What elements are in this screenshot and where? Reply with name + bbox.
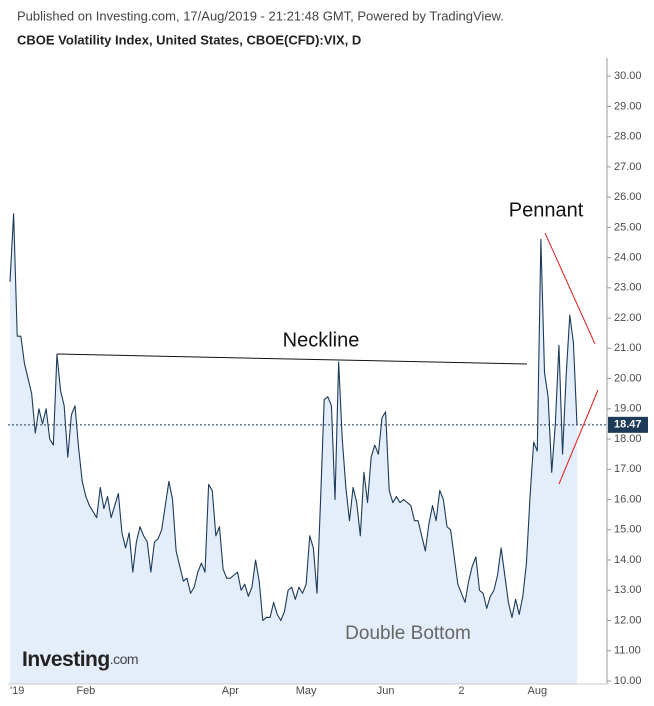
x-tick-label: 2	[458, 685, 464, 697]
y-tick-label: 10.00	[614, 675, 642, 687]
series-line	[9, 213, 578, 622]
y-tick-label: 28.00	[614, 131, 642, 143]
plot-area	[9, 213, 578, 685]
y-tick-label: 19.00	[614, 403, 642, 415]
x-tick-label: May	[296, 685, 317, 697]
annotation-pennant: Pennant	[509, 199, 584, 221]
pennant-lower-line	[558, 389, 599, 485]
x-tick-label: Aug	[527, 685, 547, 697]
y-tick-label: 13.00	[614, 584, 642, 596]
y-tick-label: 12.00	[614, 614, 642, 626]
neckline-drawing	[56, 353, 528, 365]
y-tick-label: 21.00	[614, 342, 642, 354]
y-tick-label: 16.00	[614, 493, 642, 505]
y-tick-label: 27.00	[614, 161, 642, 173]
y-tick-label: 14.00	[614, 554, 642, 566]
y-tick-label: 17.00	[614, 463, 642, 475]
x-tick-label: Jun	[377, 685, 395, 697]
y-tick-label: 23.00	[614, 282, 642, 294]
annotation-double-bottom: Double Bottom	[345, 623, 471, 644]
y-tick-label: 20.00	[614, 372, 642, 384]
y-tick-label: 26.00	[614, 191, 642, 203]
y-tick-label: 11.00	[614, 645, 641, 657]
logo: Investing.com	[22, 648, 138, 671]
y-tick-label: 25.00	[614, 221, 642, 233]
y-tick-label: 30.00	[614, 70, 642, 82]
x-tick-label: '19	[10, 685, 24, 697]
y-tick-label: 15.00	[614, 524, 642, 536]
logo-name: Investing	[22, 648, 110, 671]
x-tick-label: Feb	[76, 685, 95, 697]
y-tick-label: 24.00	[614, 252, 642, 264]
annotation-neckline: Neckline	[283, 329, 360, 351]
last-value-box	[608, 416, 648, 433]
y-tick-label: 18.00	[614, 433, 642, 445]
y-tick-label: 22.00	[614, 312, 642, 324]
x-tick-label: Apr	[222, 685, 239, 697]
source-note: Published on Investing.com, 17/Aug/2019 …	[17, 8, 504, 23]
pennant-upper-line	[544, 232, 596, 345]
chart-title: CBOE Volatility Index, United States, CB…	[17, 32, 361, 47]
y-tick-label: 29.00	[614, 100, 642, 112]
logo-suffix: .com	[110, 651, 138, 667]
last-value-label: 18.47	[614, 419, 642, 431]
